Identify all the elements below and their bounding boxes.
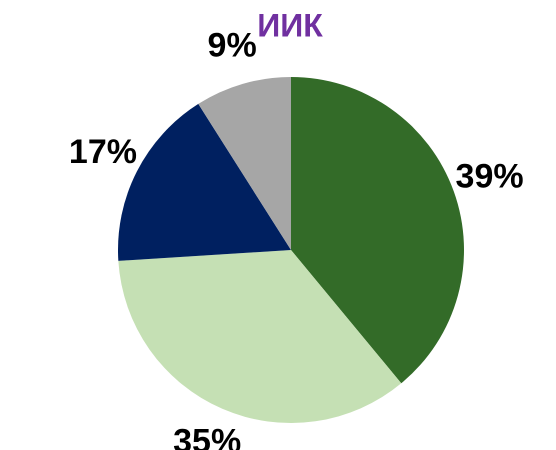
pie-slice (198, 77, 291, 250)
pie-slice (291, 77, 464, 384)
data-label: 35% (173, 423, 241, 450)
data-label: 17% (69, 133, 137, 171)
data-label: 9% (208, 26, 257, 64)
data-label: 39% (456, 157, 524, 195)
pie-slice (118, 250, 402, 424)
pie-slice (118, 103, 292, 261)
chart-title: ИИК (257, 7, 323, 43)
